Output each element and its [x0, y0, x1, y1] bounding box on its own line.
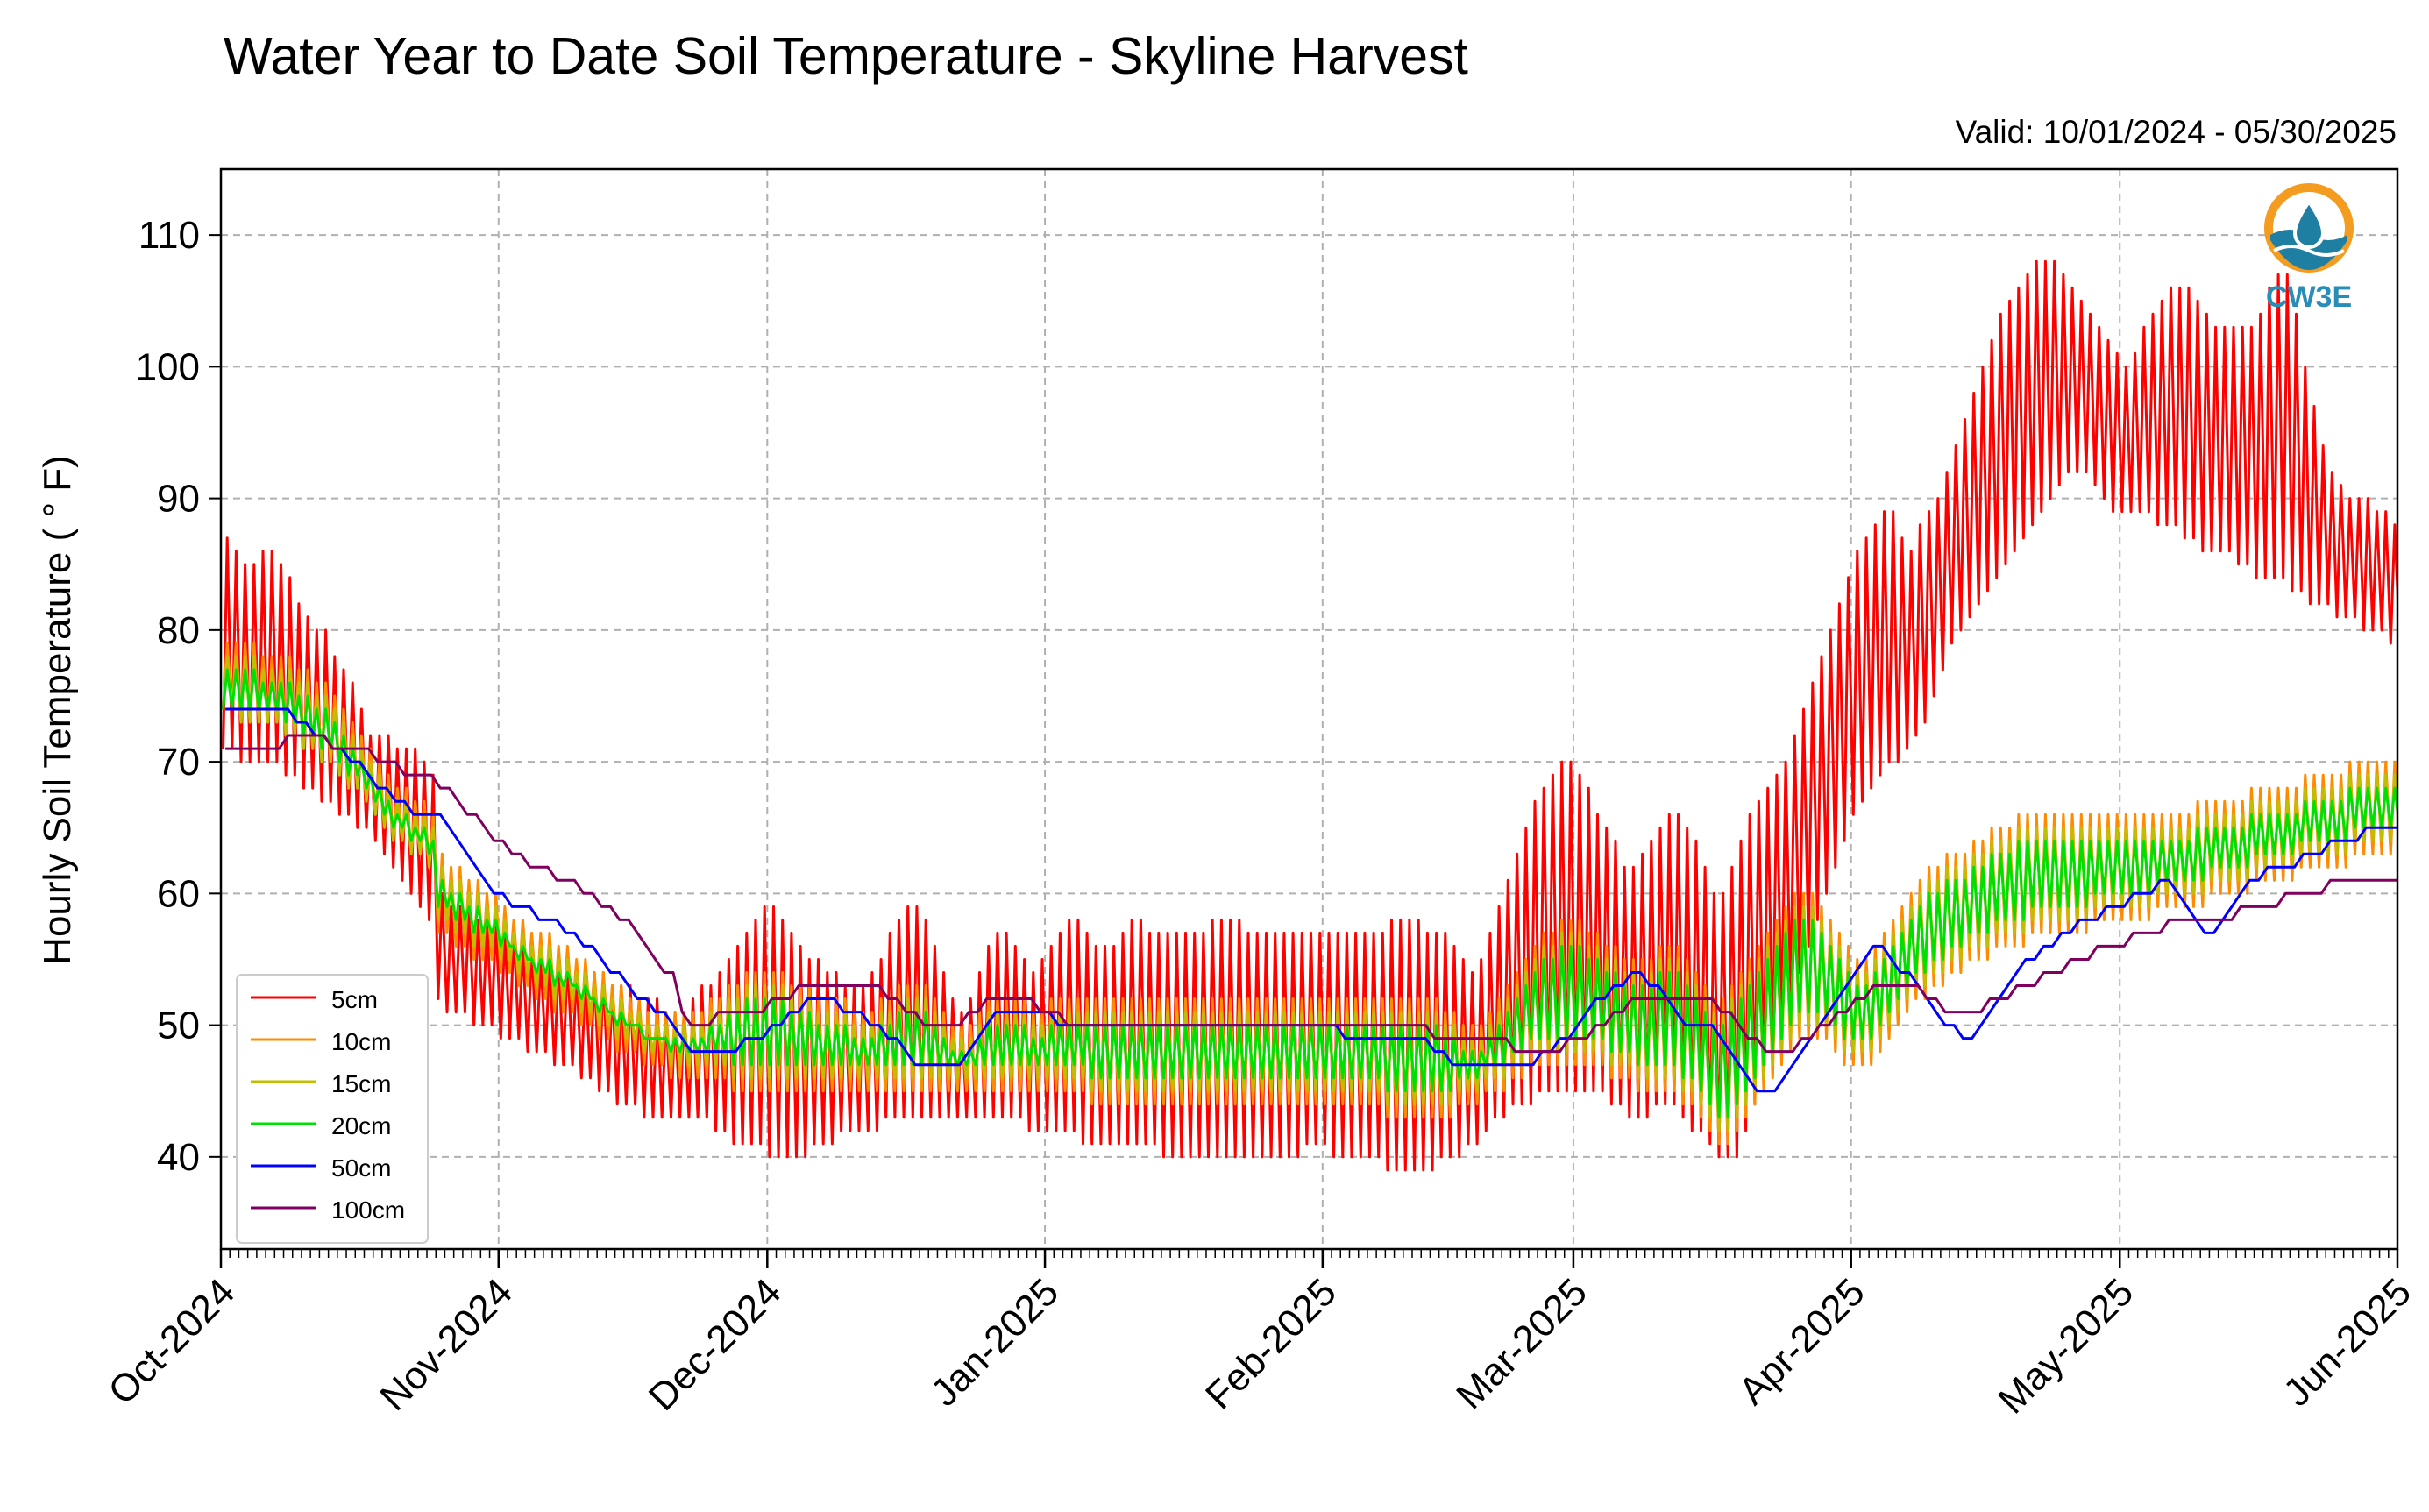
- y-tick-label: 80: [157, 609, 200, 652]
- series-line-100cm: [225, 734, 2397, 1054]
- y-axis-label: Hourly Soil Temperature ( ° F): [36, 455, 79, 965]
- valid-date-range: Valid: 10/01/2024 - 05/30/2025: [1956, 114, 2397, 150]
- y-tick-label: 50: [157, 1004, 200, 1047]
- legend-box: [236, 974, 429, 1244]
- plot-frame: [219, 167, 2399, 1251]
- chart-title: Water Year to Date Soil Temperature - Sk…: [224, 27, 1468, 85]
- series-line-20cm: [222, 668, 2397, 1119]
- y-tick-label: 110: [138, 214, 200, 257]
- series-layer: [222, 259, 2397, 1172]
- legend: 5cm 10cm 15cm 20cm 50cm 100cm: [236, 974, 429, 1244]
- y-tick-label: 70: [157, 741, 200, 784]
- legend-label: 5cm: [331, 986, 378, 1013]
- water-drop-icon: [2292, 198, 2326, 249]
- y-tick-label: 90: [157, 478, 200, 521]
- cw3e-logo: CW3E: [2264, 183, 2354, 314]
- y-tick-label: 60: [157, 872, 200, 915]
- legend-label: 10cm: [331, 1028, 391, 1055]
- y-tick-label: 40: [157, 1136, 200, 1179]
- legend-label: 100cm: [331, 1196, 405, 1224]
- legend-label: 20cm: [331, 1112, 391, 1139]
- y-tick-label: 100: [136, 345, 200, 388]
- logo-text: CW3E: [2266, 280, 2352, 314]
- legend-label: 15cm: [331, 1070, 391, 1097]
- series-line-50cm: [225, 707, 2397, 1093]
- legend-label: 50cm: [331, 1154, 391, 1182]
